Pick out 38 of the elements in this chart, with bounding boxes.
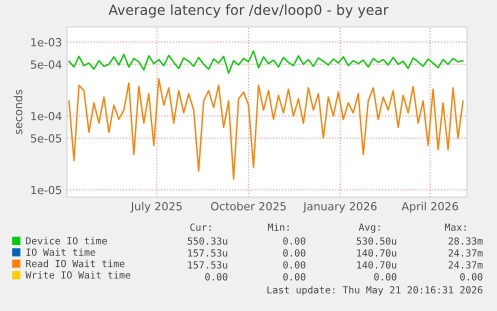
x-tick-label: January 2026 [302, 202, 377, 213]
text: 24.37m [448, 261, 483, 269]
x-tick-label: July 2025 [130, 202, 182, 213]
line-series [68, 78, 464, 180]
y-tick-label: 5e-05 [30, 134, 62, 143]
text: 530.50u [356, 237, 396, 245]
text: 0.00 [283, 273, 306, 281]
text: 0.00 [283, 237, 306, 245]
text: 0.00 [283, 261, 306, 269]
legend-label: Device IO time [26, 236, 107, 244]
y-tick-label: 1e-03 [31, 38, 62, 46]
text: Avg: [358, 224, 380, 233]
legend-label: IO Wait time [26, 248, 96, 256]
text: 140.70u [357, 261, 396, 269]
x-tick-label: April 2026 [402, 202, 458, 213]
text: 28.33m [448, 237, 483, 245]
text: 0.00 [374, 273, 396, 281]
chart-title: Average latency for /dev/loop0 - by year [108, 4, 389, 18]
text: 0.00 [205, 273, 228, 281]
x-tick-label: October 2025 [211, 202, 286, 210]
text: 157.53u [188, 261, 228, 269]
text: 550.33u [188, 237, 228, 245]
legend-label: Write IO Wait time [26, 271, 130, 279]
text: 0.00 [283, 249, 306, 257]
text: 0.00 [460, 273, 482, 281]
text: 140.70u [357, 249, 396, 257]
y-tick-label: 1e-04 [31, 112, 62, 120]
y-axis-title: seconds [14, 90, 22, 134]
text: 157.53u [188, 249, 228, 257]
text: 24.37m [448, 249, 483, 257]
text: Max: [444, 224, 466, 231]
text: Min: [268, 223, 289, 231]
legend-label: Read IO Wait time [26, 260, 124, 268]
text: Cur: [190, 223, 211, 231]
y-tick-label: 5e-04 [30, 60, 62, 69]
text: Last update: Thu May 21 20:16:31 2026 [267, 286, 482, 296]
y-tick-label: 1e-05 [31, 186, 62, 194]
line-series [68, 50, 464, 74]
